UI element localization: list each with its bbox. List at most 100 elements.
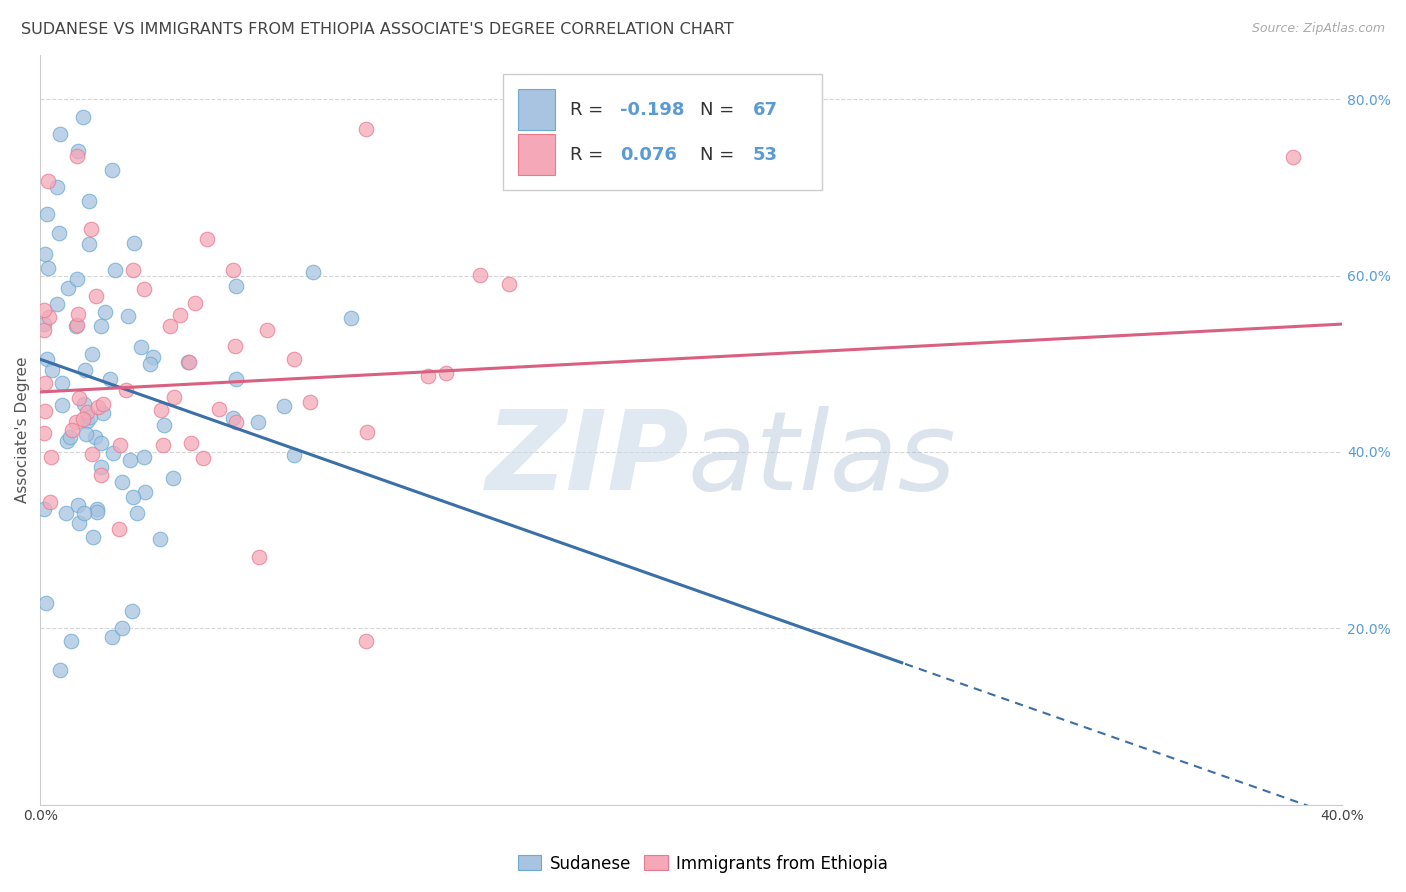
Point: [142, 350, 165, 364]
FancyBboxPatch shape: [519, 134, 554, 176]
Point: [35, 595, 58, 609]
Legend: Sudanese, Immigrants from Ethiopia: Sudanese, Immigrants from Ethiopia: [512, 848, 894, 880]
Text: 53: 53: [752, 145, 778, 164]
Point: [38, 495, 60, 509]
Point: [152, 418, 174, 433]
Point: [90, 319, 112, 334]
Point: [356, 425, 378, 440]
Point: [354, 121, 377, 136]
FancyBboxPatch shape: [502, 74, 821, 190]
Point: [67, 307, 90, 321]
Point: [224, 339, 246, 353]
Point: [73, 397, 96, 411]
Point: [122, 263, 145, 277]
Point: [39, 450, 62, 464]
Point: [120, 453, 142, 467]
Point: [65, 318, 87, 333]
Point: [139, 357, 162, 371]
Point: [225, 279, 247, 293]
Point: [49, 663, 72, 677]
Point: [66, 149, 89, 163]
Point: [498, 277, 520, 292]
Point: [65, 415, 87, 429]
Point: [80, 447, 103, 461]
Point: [129, 341, 152, 355]
Point: [66, 272, 89, 286]
Point: [283, 449, 305, 463]
Text: SUDANESE VS IMMIGRANTS FROM ETHIOPIA ASSOCIATE'S DEGREE CORRELATION CHART: SUDANESE VS IMMIGRANTS FROM ETHIOPIA ASS…: [21, 22, 734, 37]
Point: [35, 207, 58, 221]
Point: [90, 467, 112, 482]
Point: [247, 550, 270, 565]
Point: [45, 297, 67, 311]
Point: [152, 438, 174, 452]
Text: R =: R =: [571, 145, 609, 164]
Point: [163, 390, 186, 404]
Point: [121, 604, 143, 618]
Point: [35, 352, 58, 367]
Point: [32, 425, 55, 440]
Text: -0.198: -0.198: [620, 101, 685, 119]
Point: [177, 355, 200, 369]
Point: [225, 415, 247, 429]
Point: [79, 222, 101, 236]
Point: [76, 413, 98, 427]
Point: [51, 376, 73, 390]
Point: [41, 363, 63, 377]
Point: [79, 409, 101, 424]
Point: [208, 402, 231, 417]
Point: [169, 308, 191, 322]
Text: R =: R =: [571, 101, 609, 119]
Point: [101, 162, 124, 177]
Point: [122, 490, 145, 504]
Point: [247, 415, 270, 429]
Point: [180, 435, 202, 450]
Point: [67, 144, 90, 158]
Point: [73, 506, 96, 520]
Point: [34, 247, 56, 261]
Point: [79, 236, 101, 251]
Point: [177, 355, 200, 369]
Point: [148, 532, 170, 546]
Point: [60, 634, 83, 648]
Point: [37, 174, 59, 188]
Point: [132, 282, 155, 296]
Point: [222, 411, 245, 425]
Point: [34, 376, 56, 391]
Point: [111, 621, 134, 635]
Point: [225, 372, 247, 386]
Point: [91, 397, 114, 411]
Point: [101, 630, 124, 644]
Point: [84, 430, 107, 444]
Point: [32, 317, 55, 331]
Point: [184, 295, 207, 310]
Point: [114, 384, 136, 398]
Point: [195, 232, 218, 246]
Point: [90, 459, 112, 474]
Point: [103, 446, 125, 460]
Point: [84, 289, 107, 303]
Point: [98, 372, 121, 386]
Point: [117, 309, 139, 323]
Text: 67: 67: [752, 101, 778, 119]
Point: [66, 318, 89, 332]
Point: [72, 412, 94, 426]
Text: atlas: atlas: [688, 407, 956, 514]
Point: [122, 236, 145, 251]
Point: [49, 128, 72, 142]
Point: [38, 310, 60, 325]
Point: [37, 261, 59, 276]
Point: [67, 516, 90, 530]
Point: [75, 426, 97, 441]
Point: [91, 406, 114, 420]
Point: [67, 499, 90, 513]
FancyBboxPatch shape: [519, 89, 554, 130]
Point: [416, 368, 439, 383]
Point: [94, 305, 117, 319]
Point: [340, 311, 363, 326]
Point: [222, 263, 245, 277]
Point: [1282, 149, 1305, 163]
Point: [191, 451, 214, 466]
Point: [87, 400, 110, 414]
Point: [75, 363, 97, 377]
